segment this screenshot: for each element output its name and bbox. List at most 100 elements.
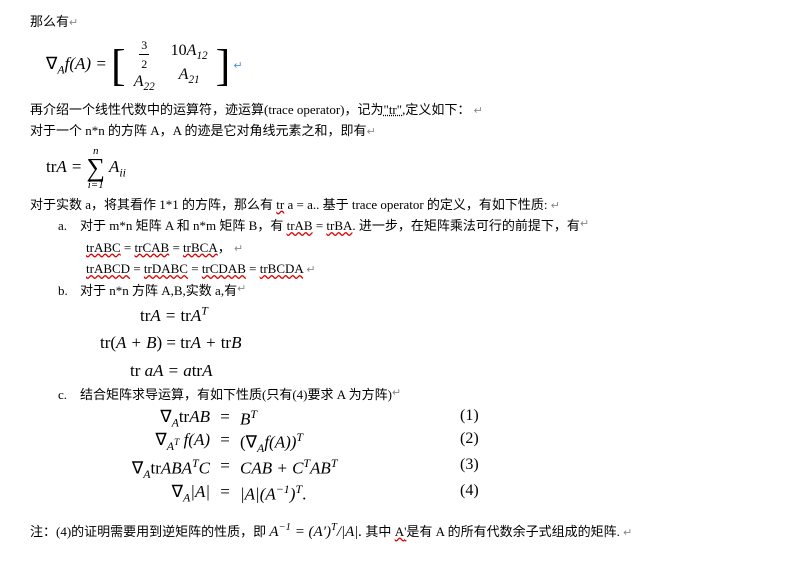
f2eq: =	[210, 430, 240, 456]
note-b: 其中	[365, 524, 394, 539]
f4r2: −1	[276, 482, 290, 496]
f4: ∇A|A| = |A|(A−1)T. (4)	[30, 482, 757, 505]
rbracket: ]	[216, 44, 231, 88]
nm1: A	[269, 524, 278, 540]
f1l: ∇	[160, 407, 171, 426]
f2r1: ∇	[246, 433, 257, 452]
eqb3r2: A	[202, 361, 212, 380]
m21s: 22	[143, 81, 154, 93]
f3n: (3)	[460, 456, 500, 482]
p4c: a = a.. 基于 trace operator 的定义，有如下性质:	[284, 197, 547, 212]
f4eq: =	[210, 482, 240, 505]
p2: 再介绍一个线性代数中的运算符，迹运算(trace operator)，记为"tr…	[30, 100, 757, 120]
eqb2r3: tr	[221, 333, 231, 352]
f3eq: =	[210, 456, 240, 482]
note-a: 注：(4)的证明需要用到逆矩阵的性质，即	[30, 524, 266, 539]
eqb1r2: A	[191, 306, 201, 325]
eqb3r: tr	[192, 361, 202, 380]
pa4: trBA	[326, 218, 352, 233]
pa-body: 对于 m*n 矩阵 A 和 n*m 矩阵 B，有 trAB = trBA. 进一…	[80, 216, 580, 236]
f2r3: f(A))	[264, 433, 296, 452]
f3l4b: T	[192, 456, 199, 470]
pb: b. 对于 n*n 方阵 A,B,实数 a,有	[30, 281, 757, 301]
aii-s: ii	[119, 165, 126, 179]
m22s: 21	[188, 74, 199, 86]
nc: A	[395, 524, 404, 539]
f2: ∇AT f(A) = (∇Af(A))T (2)	[30, 430, 757, 456]
la2: trCAB	[135, 240, 170, 255]
lbracket: [	[111, 44, 126, 88]
cur	[234, 57, 243, 72]
eqb2l2: A + B	[116, 333, 156, 352]
f3l: ∇	[132, 459, 143, 478]
pa3: =	[313, 218, 327, 233]
note-d: 是有 A 的所有代数余子式组成的矩阵.	[406, 524, 619, 539]
m22: A21	[179, 66, 200, 89]
pa-label: a.	[58, 216, 80, 236]
m22a: A	[179, 66, 189, 83]
p1-text: 那么有	[30, 14, 69, 29]
sigma: ∑	[86, 157, 105, 179]
f2l2: A	[167, 439, 174, 453]
m11: 32	[139, 36, 149, 73]
nm2: = (A′)	[291, 524, 331, 540]
eqb1: trA = trAT	[30, 302, 757, 328]
f3r4: T	[331, 456, 338, 470]
trace-sum: trA = n ∑ i=1 Aii	[46, 145, 757, 191]
p3t: 对于一个 n*n 的方阵 A，A 的迹是它对角线元素之和，即有	[30, 123, 367, 138]
f4l: ∇	[172, 482, 183, 501]
f3l5: C	[199, 459, 210, 478]
aii-a: A	[109, 157, 119, 176]
m11n: 3	[139, 36, 149, 55]
f2l: ∇	[155, 430, 166, 449]
grad: ∇Af(A) =	[46, 54, 111, 73]
lb1: trABCD	[86, 261, 130, 276]
p1: 那么有	[30, 12, 757, 32]
f1eq: =	[210, 407, 240, 430]
f2n: (2)	[460, 430, 500, 456]
tra2: A =	[56, 157, 86, 176]
sum: n ∑ i=1	[86, 145, 105, 191]
pa1: 对于 m*n 矩阵 A 和 n*m 矩阵 B，有	[80, 218, 287, 233]
nabla: ∇	[46, 54, 57, 73]
f4r: |A|(A	[240, 485, 276, 504]
pc-txt: 结合矩阵求导运算，有如下性质(只有(4)要求 A 为方阵)	[80, 385, 392, 405]
f3r: CAB + C	[240, 459, 303, 478]
pa: a. 对于 m*n 矩阵 A 和 n*m 矩阵 B，有 trAB = trBA.…	[30, 216, 757, 236]
eqb1s: T	[201, 303, 208, 317]
note: 注：(4)的证明需要用到逆矩阵的性质，即 A−1 = (A′)T/|A|. 其中…	[30, 520, 757, 544]
p3: 对于一个 n*n 的方阵 A，A 的迹是它对角线元素之和，即有	[30, 121, 757, 141]
tr: tr	[46, 157, 56, 176]
aii: Aii	[109, 157, 126, 176]
lb4: trBCDA	[260, 261, 303, 276]
m11d: 2	[141, 55, 147, 73]
f1n: (1)	[460, 407, 500, 430]
line-abc: trABC = trCAB = trBCA，	[30, 238, 757, 258]
col1: 32 A22	[134, 36, 155, 96]
f1r2: T	[250, 407, 257, 421]
m12s: 12	[196, 51, 207, 63]
p4: 对于实数 a，将其看作 1*1 的方阵，那么有 tr a = a.. 基于 tr…	[30, 195, 757, 215]
eqb1r: tr	[180, 306, 190, 325]
f2r4: T	[296, 430, 303, 444]
f1l4: AB	[189, 407, 210, 426]
pc: c. 结合矩阵求导运算，有如下性质(只有(4)要求 A 为方阵)	[30, 385, 757, 405]
nm1s: −1	[279, 522, 291, 533]
f3r3: AB	[310, 459, 331, 478]
line-abcd: trABCD = trDABC = trCDAB = trBCDA	[30, 259, 757, 279]
f1l2: A	[172, 415, 179, 429]
lb3: trCDAB	[202, 261, 246, 276]
col2: 10A12 A21	[171, 42, 208, 88]
f3: ∇AtrABATC = CAB + CTABT (3)	[30, 456, 757, 482]
lb2: trDABC	[144, 261, 188, 276]
p2e: ,定义如下：	[402, 102, 470, 117]
tra: trA = n ∑ i=1 Aii	[46, 157, 126, 176]
eqb1l: tr	[140, 306, 150, 325]
f1: ∇AtrAB = BT (1)	[30, 407, 757, 430]
f4n: (4)	[460, 482, 500, 505]
grad-sub: A	[57, 62, 64, 76]
pa5: . 进一步，在矩阵乘法可行的前提下，有	[352, 218, 580, 233]
gradient-matrix: ∇Af(A) = [ 32 A22 10A12 A21 ]	[46, 36, 757, 96]
f1l3: tr	[179, 407, 189, 426]
eqb2r: ) = tr	[156, 333, 190, 352]
